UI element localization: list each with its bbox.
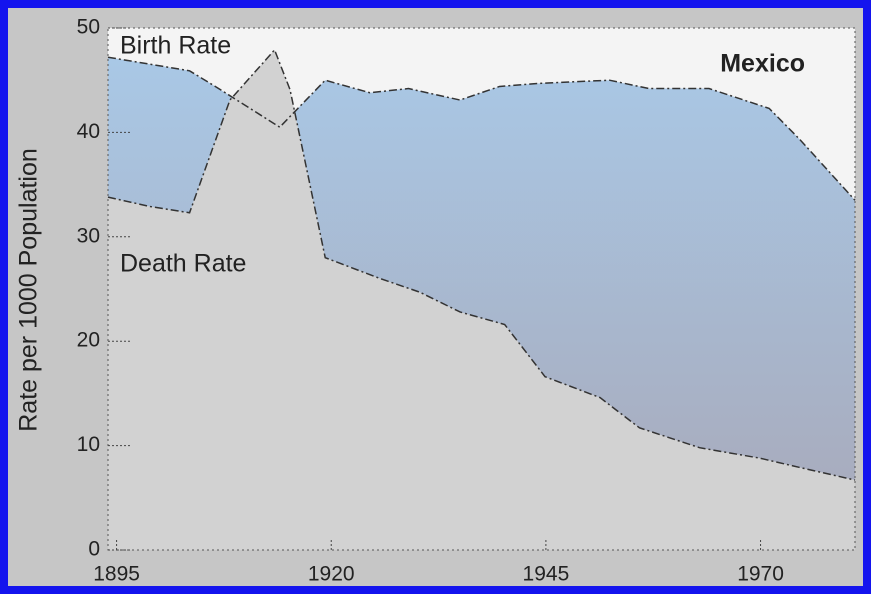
- area-fill: [108, 49, 855, 550]
- chart-title: Mexico: [720, 50, 805, 78]
- x-tick-label: 1970: [737, 563, 784, 586]
- series-line: [107, 48, 856, 481]
- y-axis-label: Rate per 1000 Population: [15, 148, 43, 432]
- y-tick-label: 30: [77, 224, 100, 247]
- x-tick-label: 1920: [308, 563, 355, 586]
- y-tick-label: 40: [77, 120, 100, 143]
- y-tick-label: 20: [77, 329, 100, 352]
- series-label: Death Rate: [120, 250, 246, 278]
- x-tick-label: 1895: [93, 563, 140, 586]
- x-tick-label: 1945: [523, 563, 570, 586]
- series-line: [107, 56, 856, 201]
- y-tick-label: 50: [77, 16, 100, 39]
- series-label: Birth Rate: [120, 32, 231, 60]
- y-tick-label: 0: [88, 538, 100, 561]
- plot-frame: [107, 27, 856, 551]
- y-tick-label: 10: [77, 433, 100, 456]
